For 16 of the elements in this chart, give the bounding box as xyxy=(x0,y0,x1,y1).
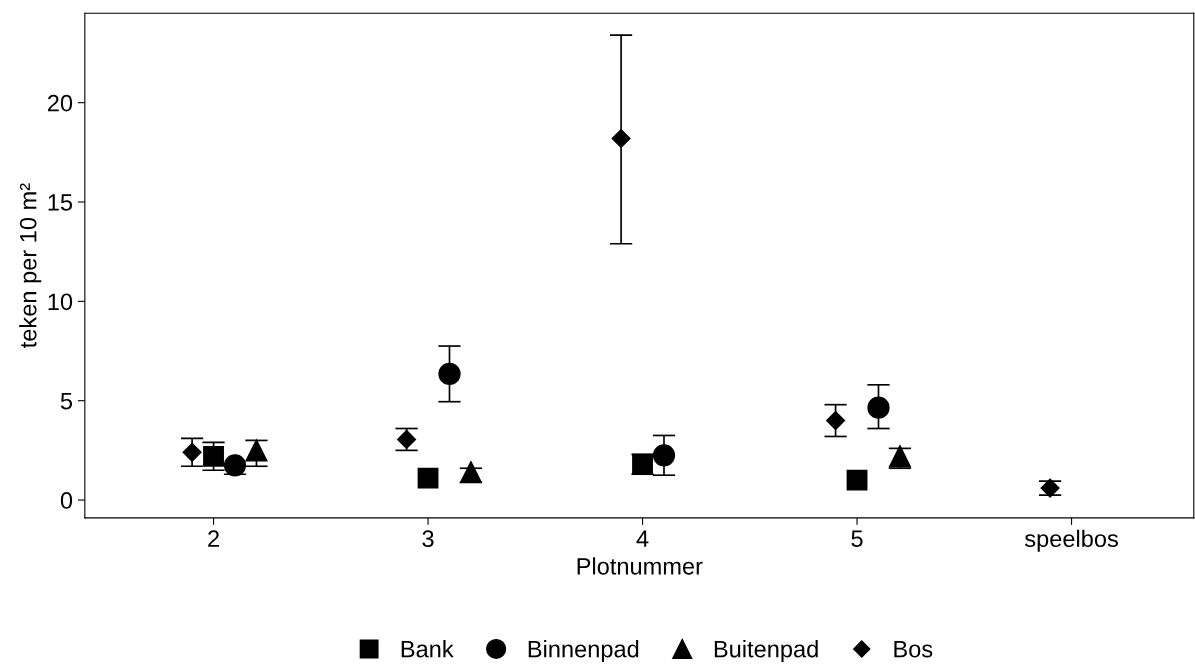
y-axis-title: teken per 10 m² xyxy=(19,183,42,348)
y-tick-label: 0 xyxy=(60,492,73,509)
x-tick-label: speelbos xyxy=(1024,529,1118,552)
legend-label: Bank xyxy=(401,640,454,658)
x-tick-label: 4 xyxy=(636,530,649,547)
x-axis-title: Plotnummer xyxy=(577,557,703,575)
legend-label: Buitenpad xyxy=(714,640,818,663)
legend-label: Binnenpad xyxy=(528,640,639,663)
y-tick-label: 20 xyxy=(47,94,73,112)
x-tick-label: 3 xyxy=(422,530,434,548)
x-tick-label: 2 xyxy=(208,530,219,547)
y-tick-label: 5 xyxy=(60,393,73,410)
x-tick-label: 5 xyxy=(851,530,863,548)
y-tick-label: 15 xyxy=(48,194,73,211)
y-tick-label: 10 xyxy=(48,293,73,311)
legend-label: Bos xyxy=(894,640,933,658)
